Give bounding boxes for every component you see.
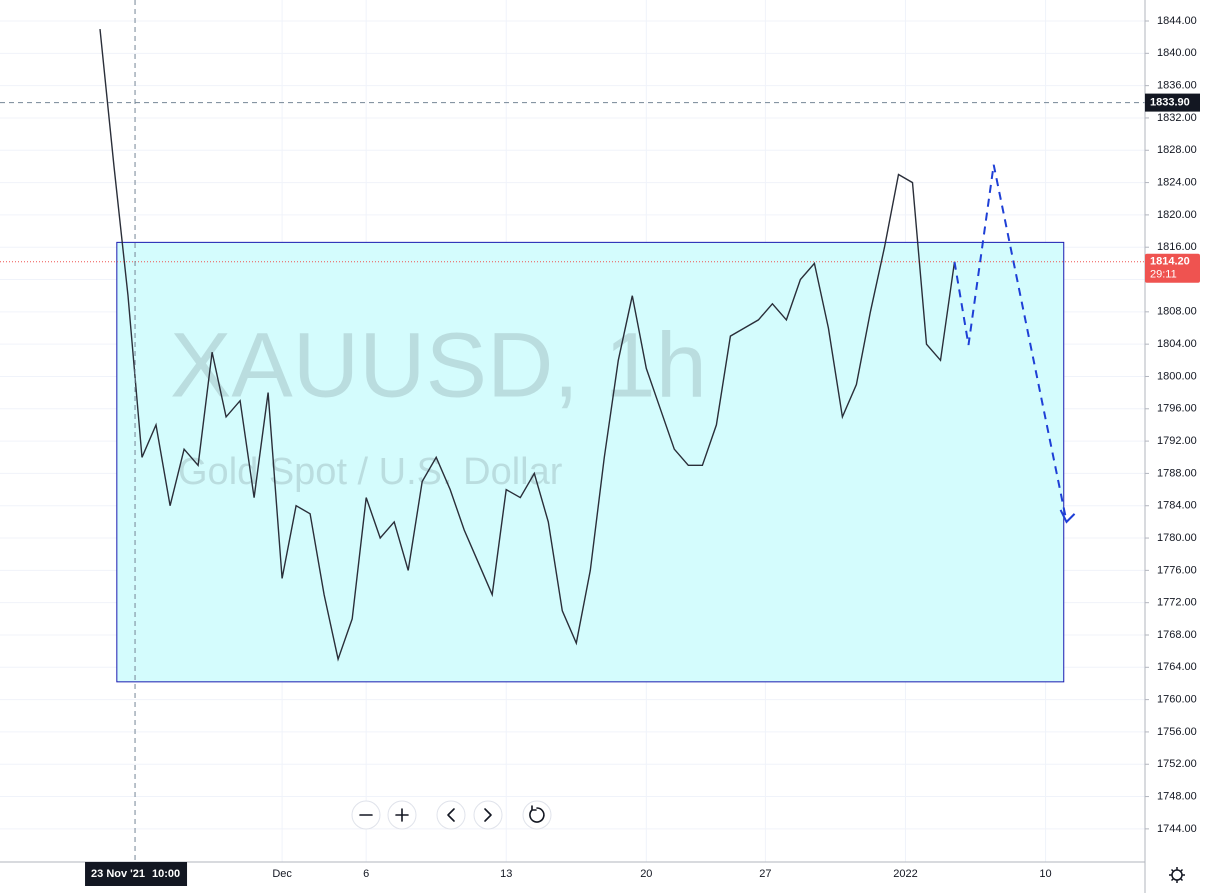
y-tick-label: 1764.00 <box>1157 661 1197 673</box>
price-axis <box>1145 0 1205 893</box>
y-tick-label: 1820.00 <box>1157 209 1197 221</box>
range-box <box>116 241 1065 683</box>
crosshair-time-label: 10:00 <box>152 868 180 880</box>
x-tick-label: 2022 <box>893 868 917 880</box>
price-line <box>99 29 956 662</box>
crosshair-price-tag <box>1145 93 1200 112</box>
y-tick-label: 1780.00 <box>1157 532 1197 544</box>
y-tick-label: 1824.00 <box>1157 176 1197 188</box>
y-tick-label: 1844.00 <box>1157 15 1197 27</box>
y-tick-label: 1840.00 <box>1157 47 1197 59</box>
last-price-tag <box>1145 253 1200 283</box>
y-tick-label: 1836.00 <box>1157 80 1197 92</box>
crosshair-price-label: 1833.90 <box>1150 97 1190 109</box>
scroll-left-button[interactable] <box>436 800 466 830</box>
crosshair-date-label: 23 Nov '21 <box>91 868 145 880</box>
x-tick-label: Dec <box>272 868 292 880</box>
y-tick-label: 1804.00 <box>1157 338 1197 350</box>
y-tick-label: 1816.00 <box>1157 241 1197 253</box>
settings-button[interactable] <box>1169 867 1185 883</box>
zoom-out-button[interactable] <box>351 800 381 830</box>
x-tick-label: 20 <box>640 868 652 880</box>
last-price-label: 1814.20 <box>1150 256 1190 268</box>
zoom-toolbar <box>351 800 552 830</box>
y-tick-label: 1800.00 <box>1157 370 1197 382</box>
x-tick-label: 6 <box>363 868 369 880</box>
zoom-in-button[interactable] <box>387 800 417 830</box>
forecast-path <box>953 164 1068 523</box>
y-tick-label: 1776.00 <box>1157 564 1197 576</box>
time-axis <box>0 862 1205 893</box>
plot <box>0 0 1145 862</box>
y-tick-label: 1768.00 <box>1157 629 1197 641</box>
x-tick-label: 10 <box>1039 868 1051 880</box>
y-tick-label: 1748.00 <box>1157 790 1197 802</box>
watermark-symbol: XAUUSD, 1h <box>170 314 707 416</box>
x-tick-label: 27 <box>759 868 771 880</box>
zone-layer <box>116 241 1065 683</box>
y-tick-label: 1772.00 <box>1157 597 1197 609</box>
y-tick-label: 1752.00 <box>1157 758 1197 770</box>
y-tick-label: 1784.00 <box>1157 500 1197 512</box>
scroll-right-button[interactable] <box>473 800 503 830</box>
y-tick-label: 1756.00 <box>1157 726 1197 738</box>
y-tick-label: 1808.00 <box>1157 306 1197 318</box>
watermark-name: Gold Spot / U.S. Dollar <box>178 451 563 493</box>
y-tick-label: 1792.00 <box>1157 435 1197 447</box>
y-tick-label: 1760.00 <box>1157 694 1197 706</box>
reset-button[interactable] <box>522 800 552 830</box>
x-tick-label: 13 <box>500 868 512 880</box>
y-tick-label: 1744.00 <box>1157 823 1197 835</box>
countdown-label: 29:11 <box>1150 269 1177 281</box>
watermark: XAUUSD, 1h Gold Spot / U.S. Dollar <box>170 314 707 493</box>
y-tick-label: 1796.00 <box>1157 403 1197 415</box>
forecast-arrowhead <box>1059 509 1076 524</box>
crosshair-time-tag <box>85 862 188 886</box>
y-tick-label: 1828.00 <box>1157 144 1197 156</box>
y-tick-label: 1788.00 <box>1157 467 1197 479</box>
y-tick-label: 1832.00 <box>1157 112 1197 124</box>
